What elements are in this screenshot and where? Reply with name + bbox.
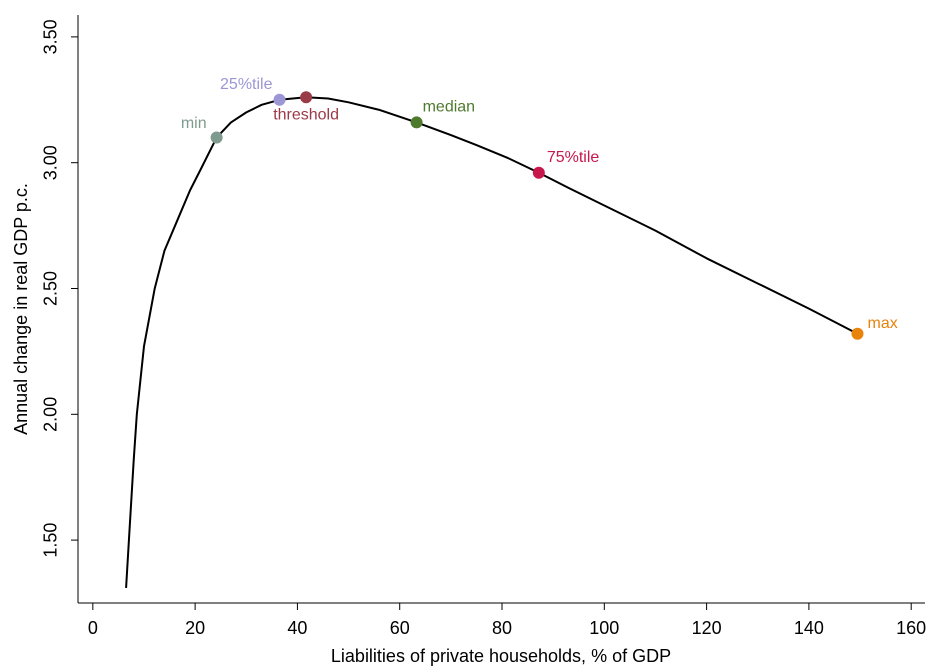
x-tick-label: 40: [287, 618, 307, 638]
x-tick-label: 160: [896, 618, 926, 638]
point-label: max: [867, 315, 897, 332]
point-label: 25%tile: [220, 76, 273, 93]
x-tick-label: 0: [88, 618, 98, 638]
x-tick-label: 100: [589, 618, 619, 638]
y-tick-label: 3.00: [41, 145, 61, 180]
y-axis-label: Annual change in real GDP p.c.: [11, 183, 31, 435]
x-tick-label: 140: [794, 618, 824, 638]
point: [410, 116, 423, 129]
point: [851, 327, 864, 340]
point-label: threshold: [273, 106, 339, 123]
y-tick-label: 3.50: [41, 19, 61, 54]
y-tick-label: 1.50: [41, 523, 61, 558]
y-tick-label: 2.50: [41, 271, 61, 306]
x-tick-label: 80: [492, 618, 512, 638]
x-tick-label: 60: [390, 618, 410, 638]
point: [210, 131, 223, 144]
point-label: min: [181, 115, 207, 132]
y-tick-label: 2.00: [41, 397, 61, 432]
point: [273, 93, 286, 106]
x-tick-label: 120: [692, 618, 722, 638]
x-axis-label: Liabilities of private households, % of …: [331, 646, 671, 666]
curve: [125, 96, 858, 588]
point-label: median: [423, 99, 475, 116]
point: [300, 91, 313, 104]
point-label: 75%tile: [547, 149, 600, 166]
x-tick-label: 20: [185, 618, 205, 638]
point: [532, 166, 545, 179]
